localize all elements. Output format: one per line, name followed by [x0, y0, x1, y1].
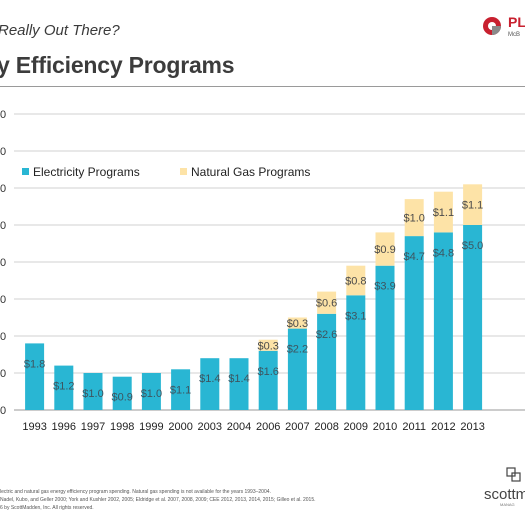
bars: [25, 184, 483, 410]
x-tick-label: 2007: [285, 421, 309, 433]
electricity-bar: [463, 225, 483, 410]
electricity-data-label: $1.0: [82, 388, 103, 400]
brand-name: scottm: [484, 486, 525, 503]
electricity-bar: [112, 376, 132, 410]
electricity-bar: [375, 265, 395, 410]
x-tick-label: 2006: [256, 421, 280, 433]
electricity-bar: [404, 236, 424, 410]
electricity-data-label: $3.9: [374, 281, 395, 293]
gas-bar: [258, 339, 278, 351]
gas-bar: [317, 291, 337, 314]
electricity-bar: [83, 373, 103, 410]
gas-data-label: $0.3: [287, 318, 308, 330]
electricity-data-label: $1.0: [141, 388, 162, 400]
gas-data-label: $0.3: [257, 340, 278, 352]
brand-mark-icon: [506, 467, 521, 482]
electricity-data-label: $2.6: [316, 329, 337, 341]
legend-label: Electricity Programs: [33, 165, 140, 179]
x-tick-label: 1998: [110, 421, 134, 433]
electricity-bar: [54, 365, 74, 410]
electricity-bar: [287, 328, 307, 410]
x-tick-label: 1996: [52, 421, 76, 433]
company-logo-icon: [483, 17, 501, 35]
x-tick-label: 2011: [402, 421, 426, 433]
y-axis-ticks: 0 0 0 0 0 0 0 0 0: [0, 109, 6, 417]
footnote-line: Nadel, Kubo, and Geller 2000; York and K…: [0, 497, 316, 503]
y-tick-label: 0: [0, 368, 6, 380]
slide-title: y Efficiency Programs: [0, 52, 235, 78]
x-tick-label: 1993: [22, 421, 46, 433]
title-divider: [0, 86, 525, 87]
gas-data-label: $1.0: [403, 213, 424, 225]
gas-bar: [463, 184, 483, 225]
electricity-data-label: $4.8: [433, 247, 454, 259]
y-tick-label: 0: [0, 109, 6, 121]
x-tick-label: 2003: [198, 421, 222, 433]
gas-data-label: $0.6: [316, 298, 337, 310]
electricity-bar: [200, 358, 220, 410]
electricity-bar: [258, 350, 278, 410]
electricity-data-label: $1.4: [199, 373, 220, 385]
gas-bar: [375, 232, 395, 266]
footnote-line: lectric and natural gas energy efficienc…: [0, 489, 271, 495]
electricity-data-label: $3.1: [345, 310, 366, 322]
x-tick-label: 2008: [314, 421, 338, 433]
x-tick-label: 2004: [227, 421, 251, 433]
company-logo-subtext: McB: [508, 32, 520, 38]
gas-bar: [346, 265, 366, 296]
electricity-bar: [317, 313, 337, 410]
electricity-data-label: $1.1: [170, 384, 191, 396]
y-tick-label: 0: [0, 257, 6, 269]
company-logo-text: PL: [508, 14, 525, 30]
y-tick-label: 0: [0, 294, 6, 306]
electricity-data-label: $1.6: [257, 366, 278, 378]
gas-bar: [433, 191, 453, 233]
footnote-line: 6 by ScottMadden, Inc. All rights reserv…: [0, 505, 94, 511]
gas-data-label: $0.9: [374, 244, 395, 256]
y-tick-label: 0: [0, 405, 6, 417]
gas-data-label: $0.8: [345, 276, 366, 288]
electricity-bar: [229, 358, 249, 410]
y-tick-label: 0: [0, 331, 6, 343]
chart-legend: Electricity Programs Natural Gas Programs: [22, 165, 310, 179]
electricity-data-label: $5.0: [462, 240, 483, 252]
y-tick-label: 0: [0, 220, 6, 232]
gas-data-label: $1.1: [462, 200, 483, 212]
gas-data-label: $1.1: [433, 207, 454, 219]
data-labels: $1.8 $1.2 $1.0 $0.9 $1.0 $1.1 $1.4 $1.4 $0.3 $1.6…: [24, 200, 483, 404]
electricity-data-label: $4.7: [403, 251, 424, 263]
x-tick-label: 1999: [139, 421, 163, 433]
electricity-data-label: $1.2: [53, 381, 74, 393]
x-tick-label: 2012: [431, 421, 455, 433]
x-tick-label: 2013: [460, 421, 484, 433]
legend-swatch: [180, 168, 187, 175]
x-axis-ticks: 1993 1996 1997 1998 1999 2000 2003 2004 2006 2007…: [22, 421, 484, 433]
x-tick-label: 1997: [81, 421, 105, 433]
x-tick-label: 2009: [344, 421, 368, 433]
slide-subtitle: Really Out There?: [0, 22, 120, 39]
electricity-bar: [171, 369, 191, 410]
electricity-data-label: $1.8: [24, 358, 45, 370]
electricity-data-label: $0.9: [111, 392, 132, 404]
electricity-data-label: $2.2: [287, 344, 308, 356]
x-tick-label: 2010: [373, 421, 397, 433]
brand-tagline: MANAG: [500, 502, 515, 507]
x-tick-label: 2000: [168, 421, 192, 433]
electricity-bar: [346, 295, 366, 410]
electricity-bar: [433, 232, 453, 410]
y-tick-label: 0: [0, 183, 6, 195]
electricity-bar: [141, 373, 161, 410]
y-tick-label: 0: [0, 146, 6, 158]
footnote: lectric and natural gas energy efficienc…: [0, 488, 316, 512]
legend-swatch: [22, 168, 29, 175]
electricity-bar: [25, 343, 45, 410]
legend-label: Natural Gas Programs: [191, 165, 310, 179]
electricity-data-label: $1.4: [228, 373, 249, 385]
gas-bar: [404, 199, 424, 237]
gas-bar: [287, 317, 307, 329]
